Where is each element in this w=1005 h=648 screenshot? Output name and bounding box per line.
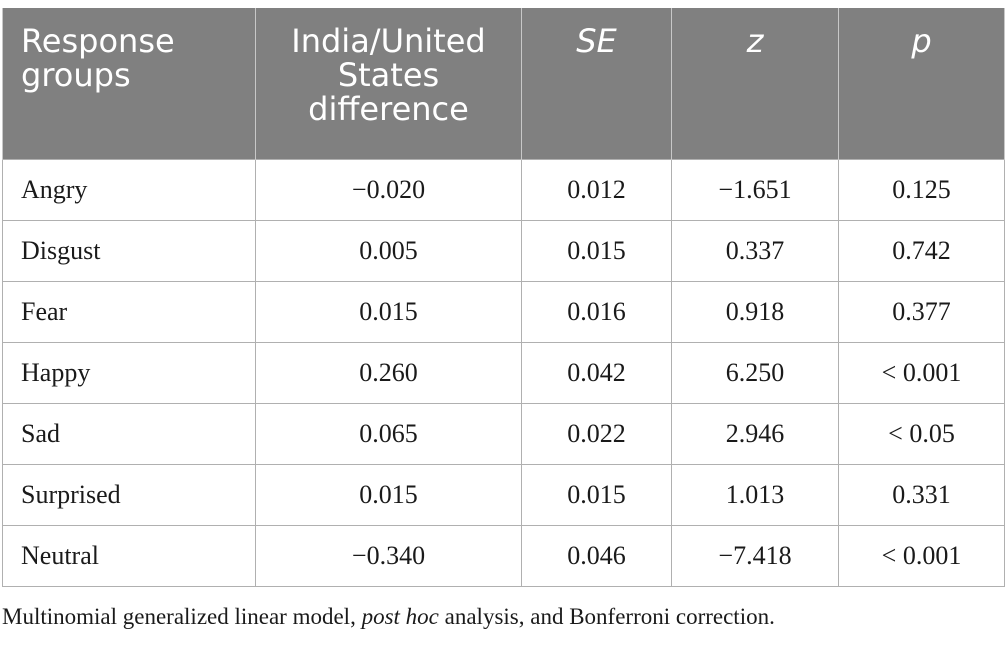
se-cell: 0.022 — [521, 402, 672, 465]
se-cell: 0.046 — [521, 524, 672, 587]
z-cell: 2.946 — [671, 402, 839, 465]
table-row: Disgust 0.005 0.015 0.337 0.742 — [2, 219, 1005, 282]
z-cell: 6.250 — [671, 341, 839, 404]
z-cell: 0.918 — [671, 280, 839, 343]
response-group-cell: Surprised — [2, 463, 256, 526]
response-group-cell: Disgust — [2, 219, 256, 282]
z-cell: −7.418 — [671, 524, 839, 587]
results-table: Response groups India/United States diffe… — [2, 8, 1005, 587]
response-group-cell: Angry — [2, 158, 256, 221]
response-group-cell: Sad — [2, 402, 256, 465]
response-group-cell: Neutral — [2, 524, 256, 587]
difference-cell: 0.015 — [255, 280, 522, 343]
se-cell: 0.015 — [521, 463, 672, 526]
caption-text-italic: post hoc — [361, 604, 439, 629]
difference-cell: −0.340 — [255, 524, 522, 587]
p-cell: 0.125 — [838, 158, 1005, 221]
table-header: Response groups India/United States diffe… — [2, 8, 1005, 159]
difference-cell: 0.065 — [255, 402, 522, 465]
table-caption: Multinomial generalized linear model, po… — [2, 604, 775, 630]
column-header: z — [671, 8, 839, 159]
z-cell: 1.013 — [671, 463, 839, 526]
table-row: Angry −0.020 0.012 −1.651 0.125 — [2, 158, 1005, 221]
p-cell: 0.377 — [838, 280, 1005, 343]
difference-cell: 0.260 — [255, 341, 522, 404]
p-cell: 0.331 — [838, 463, 1005, 526]
column-header: p — [838, 8, 1005, 159]
p-cell: 0.742 — [838, 219, 1005, 282]
response-group-cell: Happy — [2, 341, 256, 404]
difference-cell: −0.020 — [255, 158, 522, 221]
results-table-container: Response groups India/United States diffe… — [2, 8, 1005, 587]
se-cell: 0.016 — [521, 280, 672, 343]
table-body: Angry −0.020 0.012 −1.651 0.125 Disgust 0.005 0… — [2, 158, 1005, 587]
caption-text-after: analysis, and Bonferroni correction. — [438, 604, 775, 629]
table-row: Neutral −0.340 0.046 −7.418 < 0.001 — [2, 524, 1005, 587]
p-cell: < 0.05 — [838, 402, 1005, 465]
table-row: Fear 0.015 0.016 0.918 0.377 — [2, 280, 1005, 343]
table-row: Sad 0.065 0.022 2.946 < 0.05 — [2, 402, 1005, 465]
difference-cell: 0.015 — [255, 463, 522, 526]
table-row: Happy 0.260 0.042 6.250 < 0.001 — [2, 341, 1005, 404]
z-cell: −1.651 — [671, 158, 839, 221]
column-header: SE — [521, 8, 672, 159]
se-cell: 0.012 — [521, 158, 672, 221]
se-cell: 0.042 — [521, 341, 672, 404]
response-group-cell: Fear — [2, 280, 256, 343]
difference-cell: 0.005 — [255, 219, 522, 282]
z-cell: 0.337 — [671, 219, 839, 282]
column-header: India/United States difference — [255, 8, 522, 159]
p-cell: < 0.001 — [838, 341, 1005, 404]
table-row: Surprised 0.015 0.015 1.013 0.331 — [2, 463, 1005, 526]
header-row: Response groups India/United States diffe… — [2, 8, 1005, 159]
caption-text-before: Multinomial generalized linear model, — [2, 604, 362, 629]
se-cell: 0.015 — [521, 219, 672, 282]
p-cell: < 0.001 — [838, 524, 1005, 587]
column-header: Response groups — [2, 8, 256, 159]
